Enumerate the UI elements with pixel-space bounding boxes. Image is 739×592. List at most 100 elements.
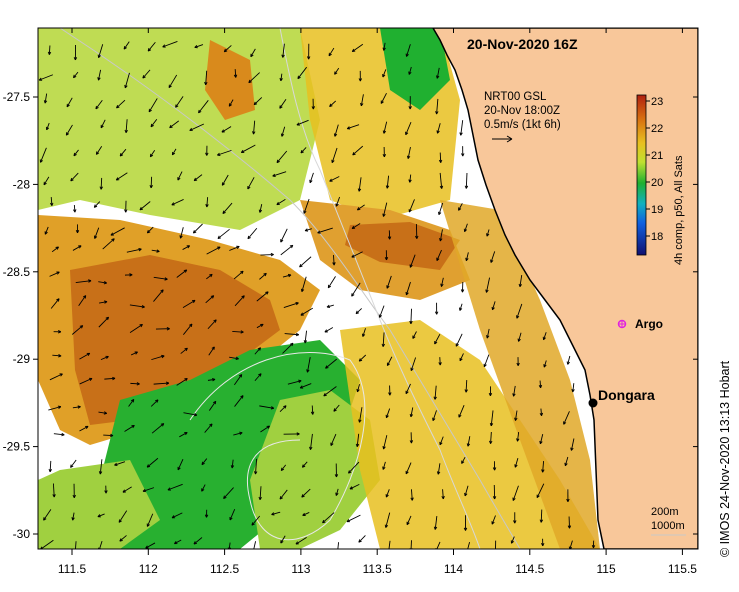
current-arrow-icon (405, 383, 411, 394)
current-info-line2: 20-Nov 18:00Z (484, 105, 560, 117)
current-arrowhead (409, 440, 414, 444)
current-arrowhead (310, 411, 315, 415)
current-arrow-icon (311, 405, 314, 415)
current-arrow-icon (205, 295, 215, 304)
y-tick-label: -27.5 (3, 90, 31, 104)
current-arrow-icon (233, 432, 243, 436)
x-tick-label: 113.5 (363, 562, 392, 576)
current-arrow-icon (153, 276, 168, 280)
current-arrow-icon (119, 535, 127, 542)
current-arrowhead (458, 207, 462, 211)
current-arrowhead (252, 553, 255, 556)
current-arrowhead (58, 354, 62, 358)
current-arrowhead (351, 225, 356, 230)
current-arrowhead (438, 159, 443, 163)
current-arrow-icon (100, 356, 109, 361)
current-arrowhead (539, 412, 544, 417)
current-arrowhead (43, 181, 47, 186)
current-arrow-icon (540, 509, 543, 523)
current-arrow-icon (171, 512, 183, 519)
current-arrowhead (541, 469, 545, 473)
current-arrowhead (279, 77, 283, 82)
current-arrow-icon (302, 512, 310, 516)
current-arrow-icon (458, 404, 465, 418)
current-arrow-icon (303, 198, 310, 214)
current-arrowhead (105, 316, 110, 321)
current-arrowhead (464, 185, 469, 189)
plot-area (38, 28, 698, 556)
y-tick-label: -28.5 (3, 265, 31, 279)
current-arrowhead (516, 362, 520, 366)
colorbar-tick-label: 19 (651, 204, 663, 216)
current-arrow-icon (543, 332, 547, 340)
current-arrowhead (491, 306, 495, 311)
current-arrowhead (73, 209, 77, 213)
current-arrowhead (295, 541, 299, 545)
current-arrowhead (166, 327, 170, 331)
current-arrow-icon (281, 126, 286, 137)
contour-1000m (279, 28, 481, 549)
current-arrow-icon (253, 120, 256, 135)
current-arrow-icon (99, 540, 103, 549)
current-arrowhead (436, 471, 441, 475)
current-arrowhead (358, 358, 363, 362)
current-arrow-icon (65, 124, 73, 136)
current-arrowhead (93, 204, 98, 208)
current-arrow-icon (334, 124, 339, 137)
current-arrow-icon (542, 460, 545, 473)
current-arrowhead (221, 129, 225, 133)
current-arrowhead (323, 393, 327, 397)
current-arrowhead (95, 105, 99, 110)
current-arrowhead (410, 497, 414, 501)
current-arrowhead (309, 446, 313, 450)
x-tick-label: 112 (139, 562, 158, 576)
x-tick-label: 115.5 (668, 562, 697, 576)
current-arrowhead (322, 519, 326, 524)
current-arrowhead (298, 379, 302, 383)
x-tick-label: 113 (291, 562, 310, 576)
current-arrowhead (168, 84, 172, 89)
current-arrow-icon (98, 281, 107, 284)
current-arrowhead (281, 54, 285, 58)
current-arrowhead (303, 340, 308, 344)
current-arrow-icon (98, 316, 109, 328)
current-arrow-icon (490, 251, 496, 263)
current-arrow-icon (53, 433, 65, 436)
current-arrow-icon (110, 227, 125, 236)
current-arrowhead (301, 464, 306, 468)
current-arrow-icon (436, 249, 442, 261)
current-arrow-icon (280, 464, 287, 471)
current-arrowhead (252, 131, 256, 135)
current-arrow-icon (276, 198, 286, 206)
current-arrow-icon (142, 487, 155, 492)
current-arrowhead (358, 78, 363, 82)
current-arrowhead (538, 384, 543, 389)
current-arrow-icon (100, 119, 106, 129)
current-arrowhead (85, 425, 89, 430)
current-arrowhead (408, 106, 412, 110)
current-arrow-icon (410, 407, 414, 417)
current-arrowhead (240, 395, 244, 399)
argo-marker-icon (617, 319, 627, 329)
current-arrow-icon (98, 411, 107, 414)
current-arrow-icon (95, 99, 103, 110)
current-arrow-icon (146, 457, 159, 468)
current-arrowhead (325, 365, 329, 369)
current-arrow-icon (193, 174, 203, 181)
current-arrowhead (141, 305, 145, 309)
current-arrowhead (149, 153, 154, 158)
current-arrowhead (334, 71, 338, 75)
current-arrow-icon (98, 69, 102, 81)
current-info-line1: NRT00 GSL (484, 91, 547, 103)
current-arrow-icon (296, 119, 309, 126)
current-arrow-icon (206, 273, 213, 280)
current-arrow-icon (408, 199, 415, 213)
x-tick-label: 114.5 (515, 562, 544, 576)
current-arrowhead (512, 393, 516, 397)
current-arrow-icon (357, 204, 365, 211)
current-arrowhead (433, 396, 437, 400)
current-arrow-icon (208, 400, 217, 411)
current-arrow-icon (386, 356, 393, 366)
current-arrowhead (409, 413, 414, 418)
